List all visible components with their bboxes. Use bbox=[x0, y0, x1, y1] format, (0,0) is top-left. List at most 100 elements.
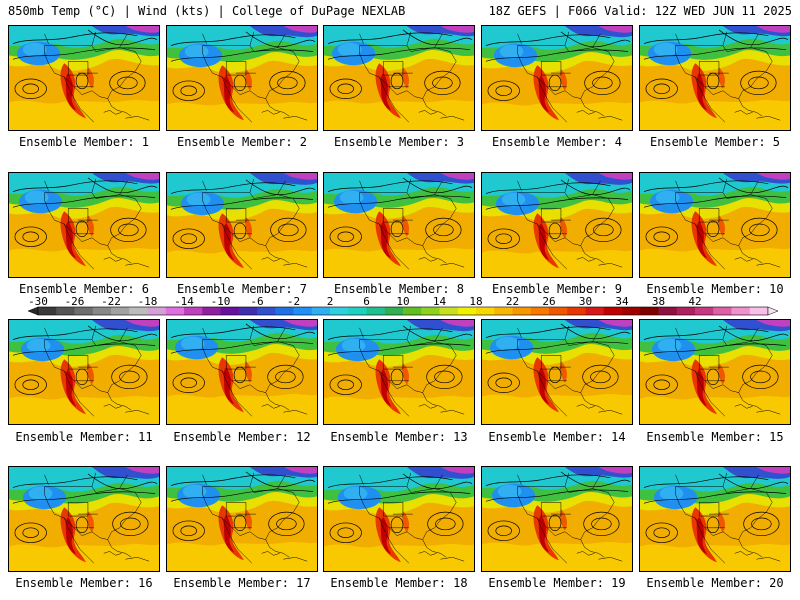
ensemble-map-panel bbox=[323, 466, 475, 572]
colorbar-tick-label: 26 bbox=[542, 297, 555, 308]
colorbar-swatch bbox=[275, 307, 294, 315]
ensemble-member-label: Ensemble Member: 15 bbox=[646, 430, 784, 444]
colorbar-swatch bbox=[202, 307, 221, 315]
colorbar-swatch bbox=[640, 307, 659, 315]
ensemble-map-panel bbox=[8, 25, 160, 131]
colorbar-swatch bbox=[38, 307, 57, 315]
colorbar-swatch bbox=[165, 307, 185, 315]
ensemble-member-label: Ensemble Member: 1 bbox=[18, 135, 150, 149]
ensemble-member-label: Ensemble Member: 16 bbox=[15, 576, 153, 590]
colorbar-swatch bbox=[403, 307, 422, 315]
ensemble-member-label: Ensemble Member: 20 bbox=[646, 576, 784, 590]
colorbar-swatch bbox=[494, 307, 513, 315]
colorbar-swatch bbox=[731, 307, 751, 315]
colorbar-tick-label: -30 bbox=[28, 297, 48, 308]
colorbar-swatch bbox=[147, 307, 167, 315]
colorbar-swatch bbox=[676, 307, 696, 315]
colorbar-swatch bbox=[421, 307, 440, 315]
map-title: 850mb Temp (°C) | Wind (kts) | College o… bbox=[8, 4, 406, 18]
colorbar-swatch bbox=[439, 307, 459, 315]
colorbar-swatch bbox=[330, 307, 349, 315]
colorbar-swatch bbox=[476, 307, 495, 315]
colorbar-swatch bbox=[366, 307, 386, 315]
colorbar-tick-label: 10 bbox=[396, 297, 409, 308]
ensemble-member-label: Ensemble Member: 6 bbox=[18, 282, 150, 296]
ensemble-map-panel bbox=[481, 466, 633, 572]
ensemble-member-label: Ensemble Member: 17 bbox=[173, 576, 311, 590]
ensemble-member-label: Ensemble Member: 5 bbox=[649, 135, 781, 149]
colorbar-tick-label: 38 bbox=[652, 297, 665, 308]
colorbar-swatch bbox=[184, 307, 203, 315]
colorbar-swatch bbox=[56, 307, 75, 315]
colorbar-tick-label: -14 bbox=[174, 297, 194, 308]
colorbar-swatch bbox=[749, 307, 769, 315]
colorbar-tick-label: -6 bbox=[250, 297, 263, 308]
colorbar-min-arrow bbox=[27, 306, 39, 316]
colorbar-swatch bbox=[658, 307, 678, 315]
ensemble-map-panel bbox=[166, 172, 318, 278]
ensemble-member-label: Ensemble Member: 7 bbox=[176, 282, 308, 296]
ensemble-map-panel bbox=[323, 319, 475, 425]
ensemble-map-panel bbox=[166, 25, 318, 131]
header-bar: 850mb Temp (°C) | Wind (kts) | College o… bbox=[0, 0, 800, 22]
colorbar-tick-label: -2 bbox=[287, 297, 300, 308]
ensemble-member-label: Ensemble Member: 9 bbox=[491, 282, 623, 296]
colorbar-swatch bbox=[220, 307, 240, 315]
ensemble-member-label: Ensemble Member: 2 bbox=[176, 135, 308, 149]
colorbar-swatch bbox=[512, 307, 532, 315]
ensemble-map-panel bbox=[481, 25, 633, 131]
colorbar-tick-label: -10 bbox=[211, 297, 231, 308]
ensemble-member-label: Ensemble Member: 3 bbox=[333, 135, 465, 149]
ensemble-member-label: Ensemble Member: 14 bbox=[488, 430, 626, 444]
colorbar-tick-label: 34 bbox=[615, 297, 629, 308]
ensemble-map-panel bbox=[166, 319, 318, 425]
colorbar-tick-label: 18 bbox=[469, 297, 482, 308]
ensemble-map-panel bbox=[639, 25, 791, 131]
colorbar-tick-label: -26 bbox=[65, 297, 85, 308]
colorbar-tick-label: -22 bbox=[101, 297, 121, 308]
colorbar-swatch bbox=[567, 307, 586, 315]
colorbar-swatch bbox=[293, 307, 313, 315]
colorbar-swatch bbox=[530, 307, 550, 315]
colorbar-swatch bbox=[549, 307, 568, 315]
colorbar-swatch bbox=[585, 307, 605, 315]
colorbar-swatch bbox=[348, 307, 367, 315]
colorbar-tick-label: 6 bbox=[363, 297, 370, 308]
ensemble-map-panel bbox=[8, 466, 160, 572]
ensemble-member-label: Ensemble Member: 13 bbox=[330, 430, 468, 444]
ensemble-map-panel bbox=[481, 319, 633, 425]
colorbar-swatch bbox=[129, 307, 148, 315]
run-info: 18Z GEFS | F066 Valid: 12Z WED JUN 11 20… bbox=[488, 4, 792, 18]
ensemble-member-label: Ensemble Member: 12 bbox=[173, 430, 311, 444]
colorbar-swatch bbox=[257, 307, 276, 315]
colorbar-swatch bbox=[622, 307, 641, 315]
colorbar-tick-label: 2 bbox=[327, 297, 334, 308]
ensemble-member-label: Ensemble Member: 4 bbox=[491, 135, 623, 149]
colorbar-max-arrow bbox=[767, 306, 779, 316]
colorbar-swatch bbox=[111, 307, 130, 315]
colorbar-tick-label: 42 bbox=[688, 297, 701, 308]
colorbar-swatch bbox=[384, 307, 404, 315]
colorbar-swatch bbox=[92, 307, 112, 315]
colorbar-swatch bbox=[695, 307, 714, 315]
colorbar-swatch bbox=[74, 307, 94, 315]
colorbar-swatch bbox=[603, 307, 623, 315]
ensemble-map-panel bbox=[639, 319, 791, 425]
ensemble-map-panel bbox=[8, 319, 160, 425]
colorbar-swatch bbox=[238, 307, 258, 315]
colorbar-graphic: -30 -26 -22 -18 -14 -10 -6 -2 2 6 10 14 18 22 26 30 34 38… bbox=[27, 297, 779, 316]
colorbar-tick-label: 14 bbox=[433, 297, 447, 308]
colorbar-swatch bbox=[311, 307, 331, 315]
ensemble-map-panel bbox=[8, 172, 160, 278]
colorbar-tick-label: 30 bbox=[579, 297, 592, 308]
ensemble-map-panel bbox=[323, 172, 475, 278]
ensemble-member-label: Ensemble Member: 19 bbox=[488, 576, 626, 590]
colorbar-swatch bbox=[457, 307, 477, 315]
temperature-colorbar: -30 -26 -22 -18 -14 -10 -6 -2 2 6 10 14 18 22 26 30 34 38… bbox=[0, 297, 800, 321]
ensemble-map-panel bbox=[323, 25, 475, 131]
ensemble-map-panel bbox=[481, 172, 633, 278]
ensemble-member-label: Ensemble Member: 10 bbox=[646, 282, 784, 296]
ensemble-member-label: Ensemble Member: 11 bbox=[15, 430, 153, 444]
ensemble-map-panel bbox=[166, 466, 318, 572]
colorbar-tick-label: -18 bbox=[138, 297, 158, 308]
